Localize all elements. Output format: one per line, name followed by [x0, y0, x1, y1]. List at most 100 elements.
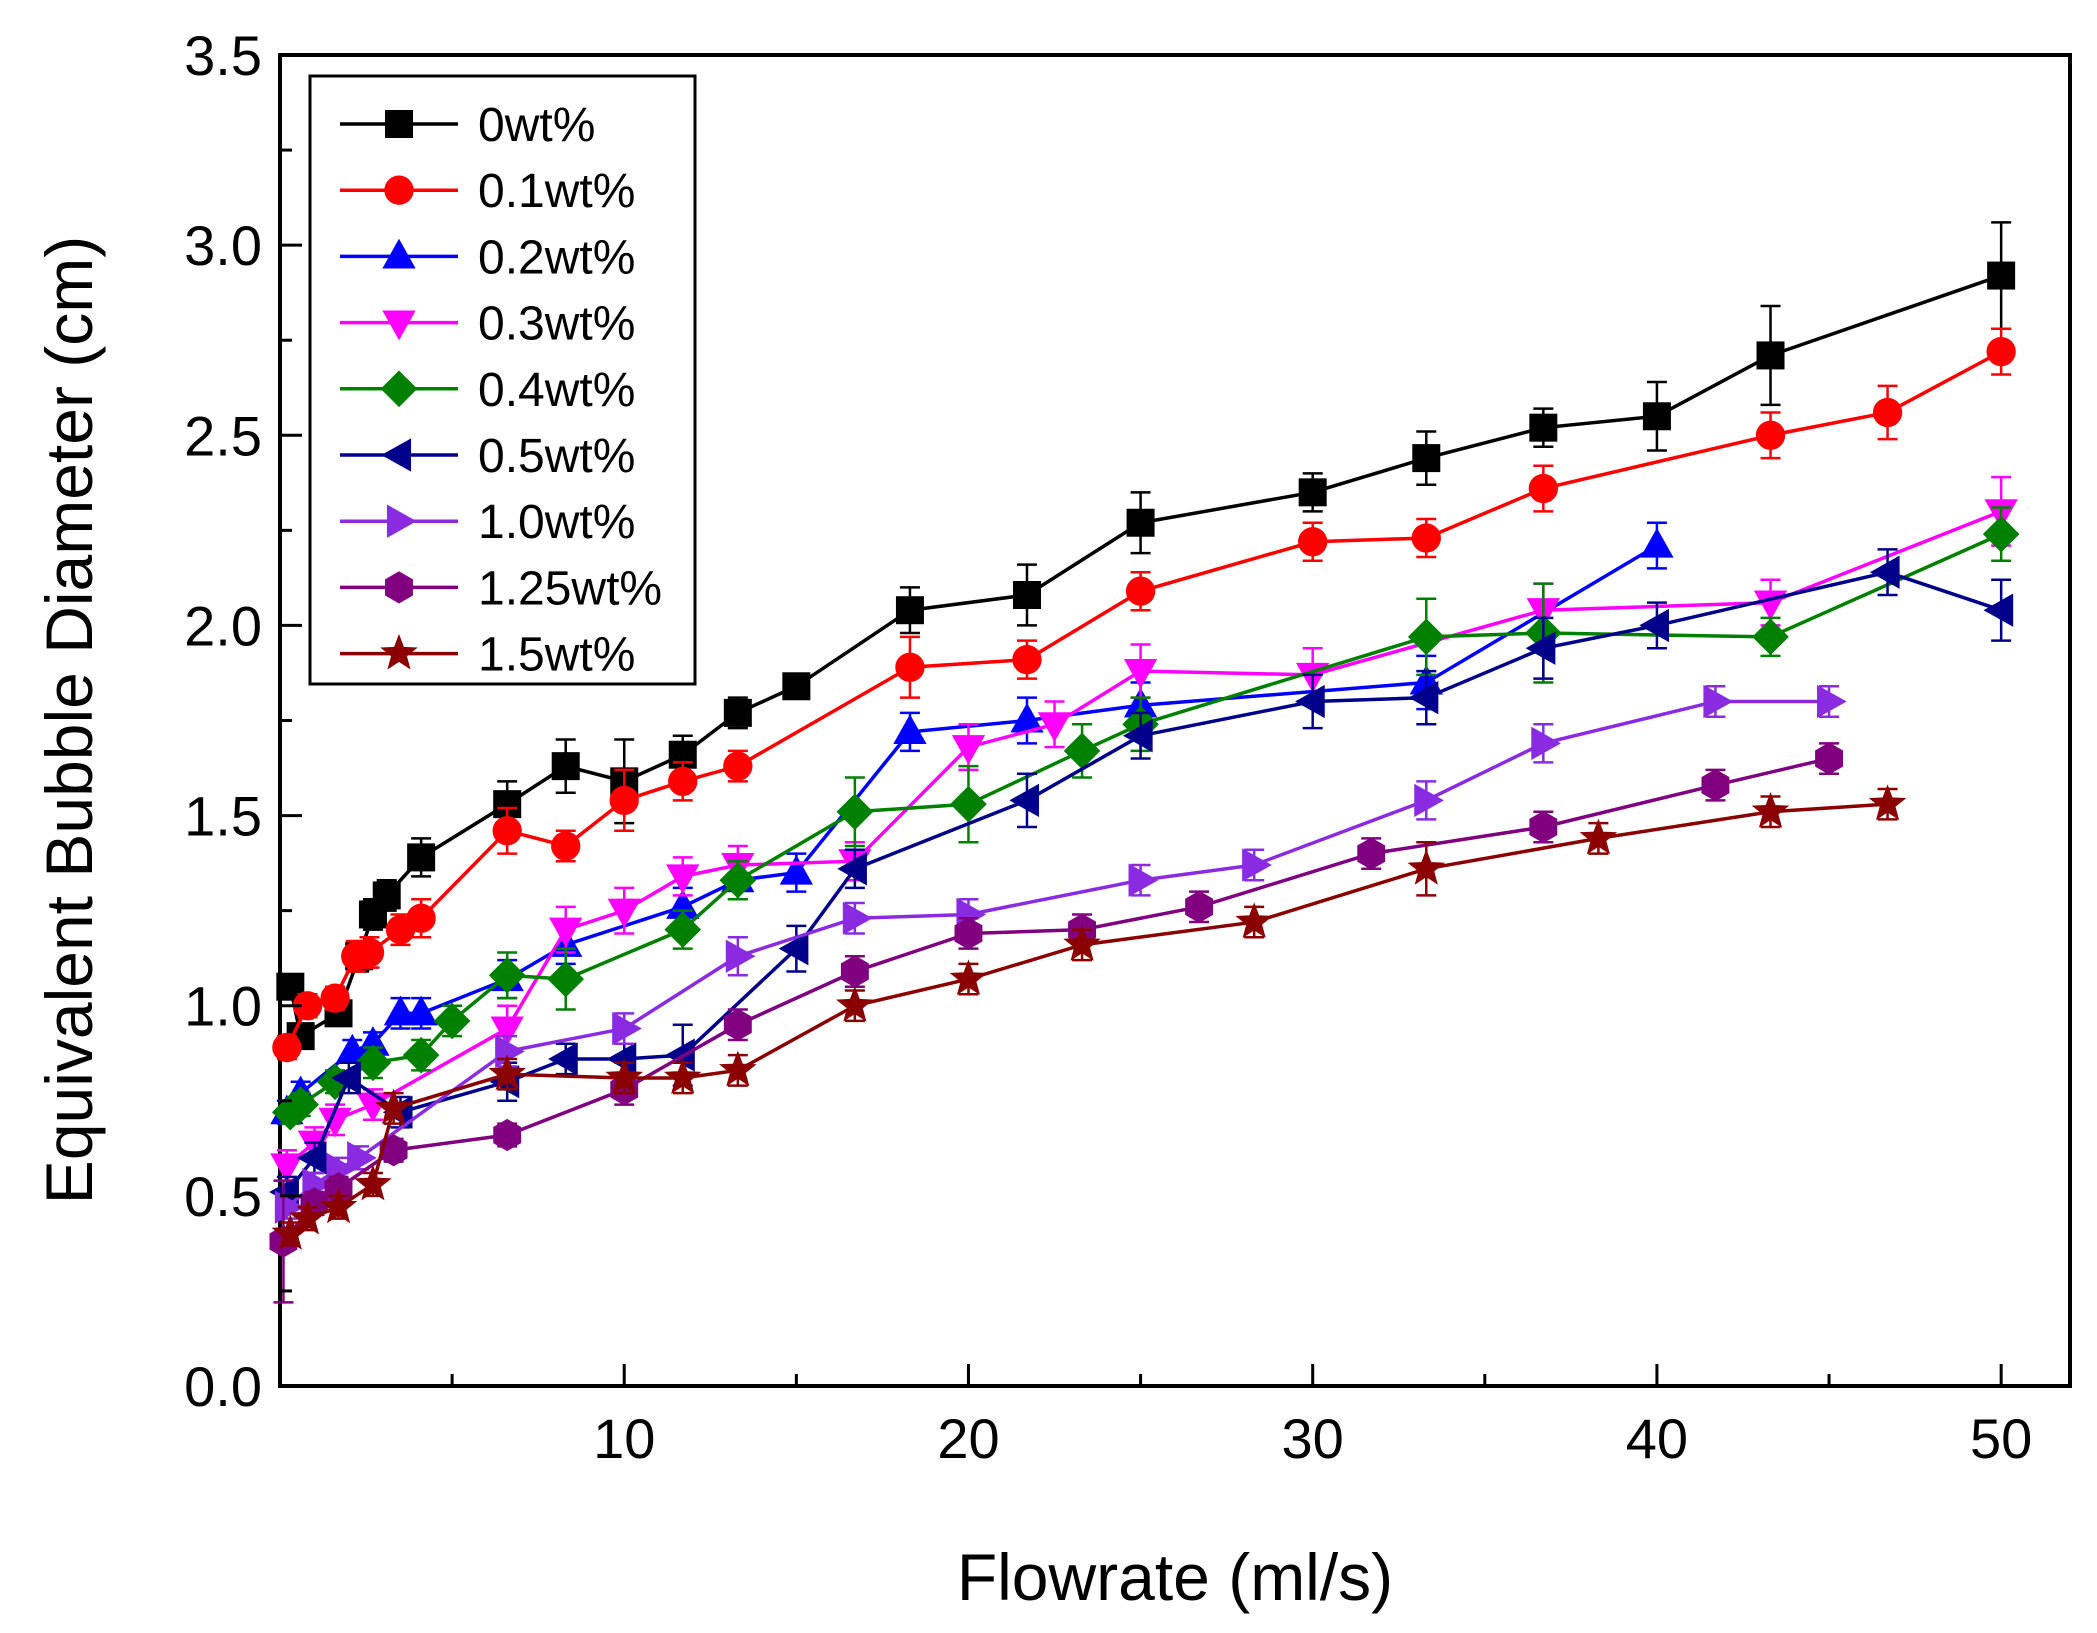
data-point — [488, 956, 526, 994]
legend-label: 0.5wt% — [478, 430, 635, 483]
data-point — [1128, 863, 1159, 897]
data-point — [404, 995, 438, 1026]
data-point — [779, 854, 814, 885]
data-point — [1752, 618, 1789, 656]
data-point — [607, 898, 641, 929]
data-point — [270, 1153, 304, 1184]
data-point — [723, 1008, 752, 1041]
data-point — [719, 1050, 757, 1087]
data-point — [385, 571, 413, 604]
data-point — [837, 852, 867, 886]
data-point — [1528, 473, 1558, 504]
data-point — [840, 955, 869, 988]
legend-label: 0.4wt% — [478, 364, 635, 417]
data-point — [493, 1118, 522, 1152]
data-point — [384, 175, 414, 205]
y-tick-label: 0.0 — [184, 1355, 262, 1418]
x-tick-label: 20 — [937, 1407, 999, 1470]
data-point — [547, 960, 585, 998]
data-point — [320, 983, 350, 1013]
data-point — [549, 917, 583, 948]
data-point — [379, 1134, 408, 1167]
legend-item: 0.2wt% — [340, 231, 635, 284]
data-point — [1640, 527, 1674, 558]
data-point — [372, 881, 401, 910]
legend-label: 1.25wt% — [478, 562, 662, 615]
data-point — [1986, 336, 2016, 367]
data-point — [1869, 555, 1900, 589]
data-point — [380, 370, 418, 408]
data-point — [668, 766, 698, 796]
data-point — [548, 1042, 578, 1076]
series-1.5wt% — [271, 784, 1907, 1250]
series-line — [288, 273, 2002, 1039]
data-point — [331, 1061, 361, 1095]
data-point — [1063, 925, 1101, 961]
data-point — [836, 985, 874, 1022]
data-point — [288, 1198, 327, 1235]
x-tick-label: 10 — [593, 1407, 655, 1470]
data-point — [1295, 684, 1325, 719]
data-point — [1407, 849, 1446, 885]
data-point — [612, 1011, 642, 1046]
data-point — [1983, 593, 2014, 627]
series-line — [289, 802, 1888, 1236]
y-axis-title: Equivalent Bubble Diameter (cm) — [32, 236, 106, 1204]
data-point — [1529, 810, 1558, 844]
data-point — [1009, 783, 1040, 818]
data-point — [1037, 712, 1072, 742]
data-point — [490, 1016, 524, 1047]
y-tick-label: 1.0 — [184, 975, 262, 1038]
legend-label: 1.5wt% — [478, 629, 635, 682]
data-point — [1872, 397, 1903, 428]
data-point — [778, 932, 809, 966]
data-point — [1185, 890, 1214, 923]
data-point — [1012, 645, 1042, 675]
data-point — [282, 1086, 319, 1123]
data-point — [1123, 659, 1158, 689]
data-point — [1407, 618, 1445, 656]
data-point — [551, 752, 580, 781]
data-point — [382, 238, 416, 269]
data-point — [1987, 261, 2016, 290]
data-point — [663, 1058, 702, 1094]
legend-item: 1.5wt% — [340, 629, 635, 682]
data-point — [1411, 523, 1441, 553]
legend-label: 1.0wt% — [478, 496, 635, 549]
data-point — [1357, 837, 1386, 870]
y-tick-label: 2.0 — [184, 594, 262, 657]
data-point — [666, 864, 700, 895]
legend-item: 0.1wt% — [340, 165, 635, 218]
data-point — [895, 596, 924, 625]
series-layer — [269, 221, 2020, 1304]
data-point — [1126, 508, 1155, 537]
data-point — [488, 1054, 526, 1091]
data-point — [551, 831, 581, 861]
data-point — [1703, 684, 1734, 719]
data-point — [950, 785, 987, 823]
x-tick-label: 40 — [1626, 1407, 1688, 1470]
data-point — [406, 903, 436, 933]
legend-label: 0.1wt% — [478, 165, 635, 218]
legend-items: 0wt% 0.1wt% 0.2wt% 0.3wt% 0.4wt% 0.5wt% 1.0wt%… — [340, 99, 662, 682]
data-point — [319, 1187, 358, 1224]
data-point — [895, 652, 925, 682]
legend-label: 0.3wt% — [478, 298, 635, 351]
data-point — [949, 959, 988, 996]
data-point — [354, 1164, 392, 1201]
data-point — [1122, 719, 1153, 753]
legend-item: 1.25wt% — [340, 562, 662, 615]
y-tick-label: 0.5 — [184, 1165, 262, 1228]
data-point — [1815, 742, 1843, 775]
y-tick-label: 1.5 — [184, 785, 262, 848]
data-point — [272, 1032, 302, 1063]
data-point — [402, 1036, 440, 1074]
data-point — [951, 735, 986, 765]
data-point — [354, 1044, 392, 1082]
data-point — [719, 861, 757, 899]
data-point — [1408, 681, 1439, 715]
data-point — [1579, 818, 1618, 855]
x-axis: 10 20 30 40 50 — [450, 1364, 2032, 1470]
data-point — [385, 110, 413, 138]
